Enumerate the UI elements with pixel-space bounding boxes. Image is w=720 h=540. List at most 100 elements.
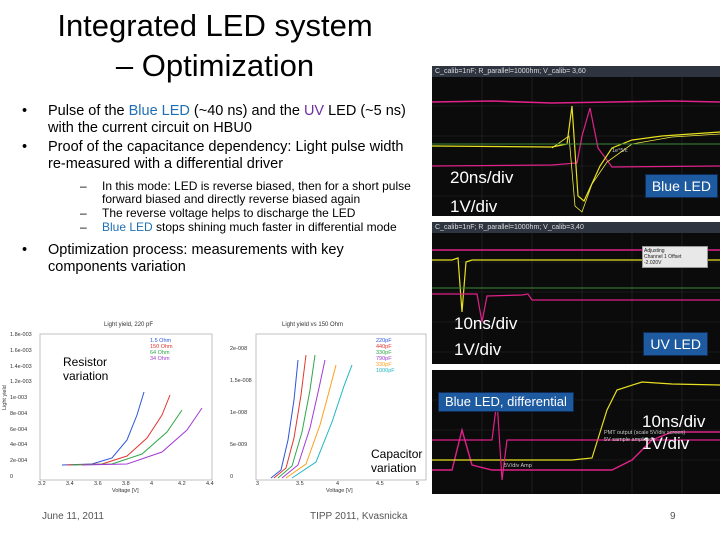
x-axis-label: Voltage [V] [112, 488, 139, 494]
y-tick-label: 1.6e-003 [10, 347, 32, 354]
callout-line: variation [63, 369, 109, 383]
y-tick-label: 1e-003 [10, 395, 28, 402]
y-tick-label: 1.8e-003 [10, 332, 32, 338]
y-tick-label: 0 [230, 474, 234, 480]
bullet-text: Optimization process: measurements with … [48, 242, 344, 275]
page-number: 9 [670, 511, 676, 522]
uv-led-badge: UV LED [643, 332, 708, 356]
title-line-2: – Optimization [115, 48, 315, 83]
footer-conference: TIPP 2011, Kvasnicka [310, 511, 408, 522]
y-tick-label: 0 [10, 474, 14, 480]
x-tick-label: 4.2 [178, 481, 186, 487]
bullet-text: LED (~5 ns) with the current circuit on … [48, 103, 406, 136]
y-tick-label: 6e-004 [10, 426, 28, 433]
bullet-dot: • [22, 103, 28, 119]
legend-entry: 790pF [376, 356, 392, 362]
time-scale: 20ns/div [450, 168, 514, 187]
y-tick-label: 2e-008 [230, 346, 248, 352]
bullet-pulse: • Pulse of the Blue LED (~40 ns) and the… [22, 103, 422, 137]
y-tick-label: 5e-009 [230, 442, 248, 448]
legend-entry: 150 Ohm [150, 344, 173, 350]
x-tick-label: 4 [336, 481, 340, 487]
bullet-optimization: • Optimization process: measurements wit… [22, 242, 422, 276]
scope-uv-led: C_calib=1nF; R_parallel=1000hm; V_calib=… [432, 222, 720, 364]
legend-entry: 34 Ohm [150, 356, 170, 362]
x-tick-label: 5 [416, 481, 420, 487]
blue-led-differential-badge: Blue LED, differential [438, 392, 574, 412]
footer-date: June 11, 2011 [42, 511, 104, 522]
sub-bullet-differential: – Blue LED stops shining much faster in … [22, 221, 422, 234]
title-line-1: Integrated LED system [57, 8, 373, 43]
sub-bullet-reverse: – The reverse voltage helps to discharge… [22, 207, 422, 220]
legend-entry: 330pF [376, 350, 392, 356]
scope-note: PMT output (scale 5V/div screen) [604, 430, 686, 436]
scope-settings-bar: C_calib=1nF; R_parallel=1000hm; V_calib=… [432, 66, 720, 77]
y-tick-label: 1.5e-008 [230, 378, 252, 384]
time-scale: 10ns/div [642, 412, 706, 431]
scope-trace [432, 77, 720, 216]
sub-bullet-dash: – [80, 220, 87, 234]
y-tick-label: 1.2e-003 [10, 379, 32, 386]
channel-offset-popup: Adjusting Channel 1 Offset -2.020V [642, 246, 708, 268]
slide-title: Integrated LED system – Optimization [20, 6, 410, 86]
x-tick-label: 3.4 [66, 481, 74, 487]
scope-blue-led: C_calib=1nF; R_parallel=1000hm; V_calib=… [432, 66, 720, 216]
resistor-variation-callout: Resistor variation [60, 354, 112, 384]
legend-entry: 220pF [376, 338, 392, 344]
scope-blue-led-differential: Blue LED, differential PMT output (scale… [432, 370, 720, 494]
blue-led-label: Blue LED [102, 220, 153, 234]
popup-line: Channel 1 Offset [644, 254, 682, 260]
legend-entry: 440pF [376, 344, 392, 350]
callout-line: variation [371, 461, 417, 475]
callout-line: Resistor [63, 355, 108, 369]
time-scale: 10ns/div [454, 314, 518, 333]
uv-label: UV [303, 103, 325, 119]
voltage-scale: 1V/div [454, 340, 502, 359]
bullet-text: (~40 ns) and the [189, 103, 304, 119]
sub-bullet-mode: – In this mode: LED is reverse biased, t… [22, 180, 422, 206]
blue-led-label: Blue LED [128, 103, 190, 119]
bullet-text: Proof of the capacitance dependency: Lig… [48, 139, 404, 172]
y-tick-label: 8e-004 [10, 410, 28, 417]
y-tick-label: 1e-008 [230, 410, 248, 416]
bullet-dot: • [22, 242, 28, 258]
popup-title: Adjusting [644, 248, 665, 254]
capacitor-curves [255, 333, 427, 481]
x-tick-label: 3.2 [38, 481, 46, 487]
x-axis-label: Voltage [V] [326, 488, 353, 494]
x-tick-label: 4 [150, 481, 154, 487]
x-tick-label: 4.5 [376, 481, 384, 487]
y-tick-label: 4e-004 [10, 442, 28, 449]
x-tick-label: 3.8 [122, 481, 130, 487]
resistor-curves [39, 333, 213, 481]
bullet-list: • Pulse of the Blue LED (~40 ns) and the… [22, 103, 422, 278]
x-tick-label: 3.5 [296, 481, 304, 487]
legend-entry: 1.5 Ohm [150, 338, 172, 344]
bullet-dot: • [22, 139, 28, 155]
sub-bullet-text: stops shining much faster in differentia… [152, 220, 397, 234]
voltage-scale: 1V/div [642, 434, 690, 453]
scope-note: 5V sample amplitude [604, 437, 656, 443]
voltage-scale: 1V/div [450, 197, 498, 216]
capacitor-variation-callout: Capacitor variation [368, 446, 426, 476]
bullet-proof: • Proof of the capacitance dependency: L… [22, 139, 422, 173]
y-tick-label: 2e-004 [10, 458, 28, 465]
y-tick-label: 1.4e-003 [10, 363, 32, 370]
sub-bullet-text: The reverse voltage helps to discharge t… [102, 206, 356, 220]
plot-title: Light yield, 220 pF [104, 322, 154, 328]
legend-entry: 330pF [376, 362, 392, 368]
bullet-text: Pulse of the [48, 103, 129, 119]
popup-value: -2.020V [644, 260, 662, 266]
sub-bullet-dash: – [80, 206, 87, 220]
x-tick-label: 3 [256, 481, 260, 487]
scope-settings-bar: C_calib=1nF; R_parallel=1000hm; V_calib=… [432, 222, 720, 233]
legend-entry: 1000pF [376, 368, 395, 374]
scope-readout: 1e°5/c [612, 148, 628, 154]
scope-note: 5V/div Amp [504, 463, 532, 469]
plot-title: Light yield vs 150 Ohm [282, 322, 344, 328]
callout-line: Capacitor [371, 447, 423, 461]
sub-bullet-dash: – [80, 179, 87, 193]
legend-entry: 64 Ohm [150, 350, 170, 356]
x-tick-label: 4.4 [206, 481, 214, 487]
sub-bullet-text: In this mode: LED is reverse biased, the… [102, 179, 411, 206]
